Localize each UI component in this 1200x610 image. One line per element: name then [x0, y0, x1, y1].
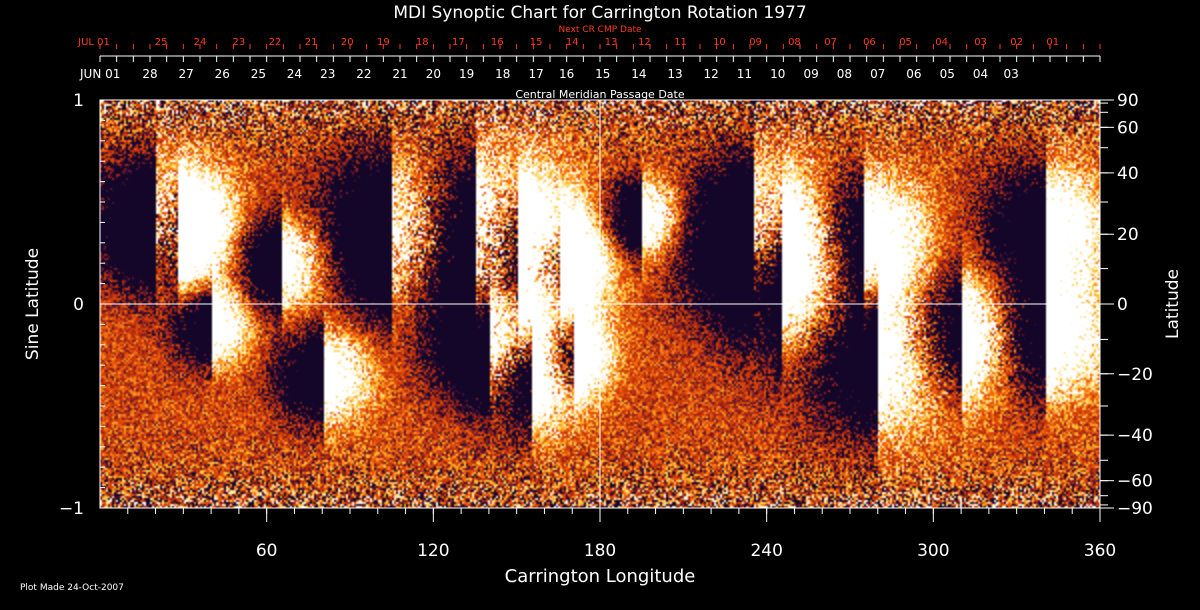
cmp-date-label: 19: [459, 67, 474, 81]
guide-lines: [100, 100, 1100, 508]
next-cr-date-label: 18: [416, 37, 429, 48]
y-axis-sine-latitude: 1 0 −1: [59, 91, 110, 519]
x-tick-label: 240: [750, 541, 782, 561]
cmp-date-label: 22: [356, 67, 371, 81]
cmp-date-label: 25: [251, 67, 266, 81]
cmp-date-axis: JUN 01 28 27 26 25 24 23 22 21 20 19 18 17 16 15 14 13 12…: [79, 55, 1101, 81]
x-axis-label: Carrington Longitude: [505, 566, 696, 587]
next-cr-date-label: 01: [1046, 37, 1059, 48]
next-cr-date-label: 02: [1010, 37, 1023, 48]
next-cr-date-label: 07: [824, 37, 837, 48]
y-left-tick-label: 0: [73, 295, 84, 315]
cmp-date-label: 09: [803, 67, 818, 81]
y-right-tick-label: −20: [1117, 365, 1153, 385]
x-tick-label: 360: [1084, 541, 1116, 561]
cmp-date-label: 16: [559, 67, 574, 81]
cmp-date-label: 18: [495, 67, 510, 81]
next-cr-date-label: 11: [674, 37, 687, 48]
x-tick-label: 180: [584, 541, 616, 561]
chart-title: MDI Synoptic Chart for Carrington Rotati…: [393, 3, 806, 23]
y-axis-right-label: Latitude: [1163, 269, 1183, 339]
cmp-date-label: 20: [426, 67, 441, 81]
next-cr-date-label: 19: [377, 37, 390, 48]
next-cr-date-label: 10: [713, 37, 726, 48]
cmp-date-label: 28: [142, 67, 157, 81]
next-cr-date-label: 14: [566, 37, 579, 48]
next-cr-date-label: 13: [605, 37, 618, 48]
y-right-tick-label: 20: [1117, 225, 1139, 245]
cmp-date-label: 14: [631, 67, 646, 81]
cmp-date-label: 11: [737, 67, 752, 81]
cmp-date-label: 08: [837, 67, 852, 81]
x-tick-label: 300: [917, 541, 949, 561]
cmp-date-label: 24: [287, 67, 302, 81]
cmp-date-label: JUN 01: [79, 67, 120, 81]
y-right-tick-label: −40: [1117, 426, 1153, 446]
cmp-date-label: 05: [940, 67, 955, 81]
next-cr-date-label: 21: [305, 37, 318, 48]
y-axis-left-label: Sine Latitude: [23, 248, 43, 360]
next-cr-date-label: 06: [863, 37, 876, 48]
y-right-tick-label: 90: [1117, 91, 1139, 111]
next-cr-date-label: 20: [341, 37, 354, 48]
next-cr-date-label: 05: [899, 37, 912, 48]
next-cr-date-label: 24: [194, 37, 207, 48]
cmp-date-label: 06: [906, 67, 921, 81]
cmp-date-label: 26: [215, 67, 230, 81]
next-cr-date-label: 25: [155, 37, 168, 48]
cmp-date-label: 12: [703, 67, 718, 81]
cmp-axis-label: Central Meridian Passage Date: [515, 88, 684, 101]
y-axis-latitude: 90 60 40 20 0 −20 −40 −60 −90: [1100, 91, 1153, 519]
cmp-date-label: 23: [320, 67, 335, 81]
y-left-tick-label: −1: [59, 499, 84, 519]
next-cr-date-axis: JUL 01 25 24 23 22 21 20 19 18 17 16 15 14 13 12 11 10 09…: [77, 37, 1101, 49]
y-right-tick-label: 0: [1117, 295, 1128, 315]
next-cr-label: Next CR CMP Date: [558, 25, 642, 35]
cmp-date-label: 10: [770, 67, 785, 81]
next-cr-date-label: 16: [491, 37, 504, 48]
next-cr-date-label: 08: [788, 37, 801, 48]
next-cr-date-label: 12: [638, 37, 651, 48]
y-right-tick-label: 40: [1117, 164, 1139, 184]
cmp-date-label: 07: [870, 67, 885, 81]
cmp-date-label: 17: [528, 67, 543, 81]
x-axis: 60 120 180 240 300 360: [127, 508, 1116, 561]
next-cr-date-label: 17: [452, 37, 465, 48]
next-cr-date-label: 22: [269, 37, 282, 48]
cmp-date-label: 27: [178, 67, 193, 81]
plot-made-note: Plot Made 24-Oct-2007: [20, 583, 124, 593]
x-tick-label: 120: [417, 541, 449, 561]
y-right-tick-label: −90: [1117, 499, 1153, 519]
y-right-tick-label: 60: [1117, 118, 1139, 138]
next-cr-date-label: 03: [974, 37, 987, 48]
next-cr-date-label: 23: [233, 37, 246, 48]
cmp-date-label: 03: [1003, 67, 1018, 81]
cmp-date-label: 13: [667, 67, 682, 81]
next-cr-date-label: 15: [530, 37, 543, 48]
next-cr-date-label: 09: [749, 37, 762, 48]
cmp-date-label: 04: [973, 67, 988, 81]
next-cr-date-label: 04: [935, 37, 948, 48]
cmp-date-label: 15: [595, 67, 610, 81]
cmp-date-label: 21: [392, 67, 407, 81]
y-right-tick-label: −60: [1117, 472, 1153, 492]
next-cr-date-label: JUL 01: [77, 37, 110, 48]
x-tick-label: 60: [256, 541, 278, 561]
y-left-tick-label: 1: [73, 91, 84, 111]
